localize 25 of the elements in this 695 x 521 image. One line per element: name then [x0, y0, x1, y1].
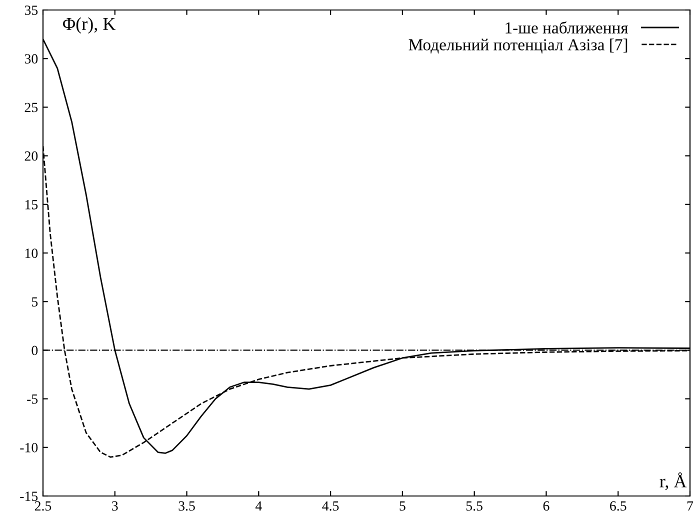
- y-tick-label: 15: [25, 200, 38, 210]
- x-tick-label: 5.5: [466, 501, 482, 511]
- y-tick-label: -10: [20, 442, 38, 452]
- x-tick-label: 4: [255, 501, 262, 510]
- y-tick-label: 10: [25, 248, 38, 258]
- y-tick-label: 0: [32, 346, 38, 356]
- x-axis-title: r, Å: [660, 472, 687, 490]
- x-tick-label: 6.5: [610, 501, 626, 511]
- y-tick-label: 5: [32, 297, 38, 307]
- y-tick-label: -5: [27, 394, 38, 404]
- y-axis-title: Φ(r), K: [62, 17, 116, 34]
- y-tick-label: -15: [20, 492, 38, 501]
- x-tick-label: 6: [543, 501, 550, 511]
- x-tick-label: 2.5: [34, 501, 52, 511]
- x-tick-label: 3: [112, 501, 118, 511]
- y-tick-label: 30: [24, 54, 38, 64]
- y-tick-label: 20: [24, 151, 38, 161]
- y-tick-label: 25: [24, 102, 38, 112]
- x-tick-label: 5: [400, 501, 406, 511]
- legend-label: Модельний потенціал Азіза [7]: [408, 38, 628, 54]
- y-tick-label: 35: [24, 6, 38, 15]
- x-tick-label: 7: [687, 501, 694, 510]
- x-tick-label: 4.5: [322, 501, 339, 511]
- x-tick-label: 3.5: [178, 501, 195, 511]
- legend-label: 1-ше наближення: [506, 21, 628, 34]
